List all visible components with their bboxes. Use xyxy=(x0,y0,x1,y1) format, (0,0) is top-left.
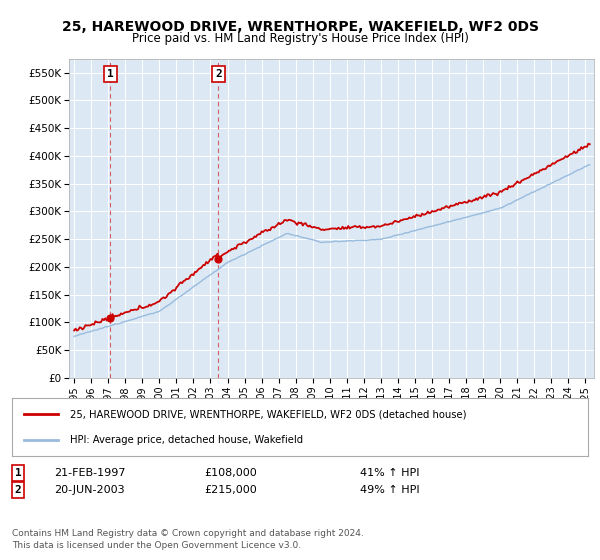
Text: 49% ↑ HPI: 49% ↑ HPI xyxy=(360,485,419,495)
Text: Price paid vs. HM Land Registry's House Price Index (HPI): Price paid vs. HM Land Registry's House … xyxy=(131,32,469,45)
Text: 41% ↑ HPI: 41% ↑ HPI xyxy=(360,468,419,478)
Point xyxy=(214,254,223,263)
Text: £108,000: £108,000 xyxy=(204,468,257,478)
Text: £215,000: £215,000 xyxy=(204,485,257,495)
Text: 21-FEB-1997: 21-FEB-1997 xyxy=(54,468,125,478)
Text: 25, HAREWOOD DRIVE, WRENTHORPE, WAKEFIELD, WF2 0DS (detached house): 25, HAREWOOD DRIVE, WRENTHORPE, WAKEFIEL… xyxy=(70,409,466,419)
Text: 1: 1 xyxy=(107,69,114,79)
Point xyxy=(106,314,115,323)
Text: 1: 1 xyxy=(14,468,22,478)
Text: This data is licensed under the Open Government Licence v3.0.: This data is licensed under the Open Gov… xyxy=(12,542,301,550)
Text: Contains HM Land Registry data © Crown copyright and database right 2024.: Contains HM Land Registry data © Crown c… xyxy=(12,529,364,538)
Text: 20-JUN-2003: 20-JUN-2003 xyxy=(54,485,125,495)
Text: 2: 2 xyxy=(215,69,222,79)
Text: HPI: Average price, detached house, Wakefield: HPI: Average price, detached house, Wake… xyxy=(70,435,303,445)
Text: 2: 2 xyxy=(14,485,22,495)
Text: 25, HAREWOOD DRIVE, WRENTHORPE, WAKEFIELD, WF2 0DS: 25, HAREWOOD DRIVE, WRENTHORPE, WAKEFIEL… xyxy=(62,20,539,34)
